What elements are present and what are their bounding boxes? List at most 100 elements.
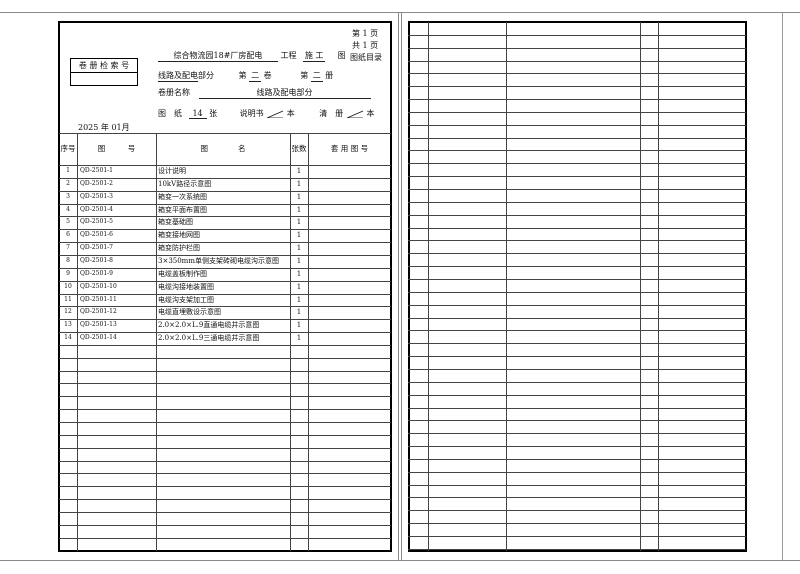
cell-name: 箱变接地网图: [158, 231, 200, 240]
row-line: [59, 178, 391, 179]
date: 2025 年 01月: [78, 123, 130, 132]
row-line: [408, 279, 746, 280]
cell-code: QD-2501-11: [80, 295, 117, 303]
counts-line: 图 纸 14 张 说明书 本 清 册 本: [158, 108, 374, 119]
volume-name: 线路及配电部分: [198, 87, 371, 99]
cell-code: QD-2501-12: [80, 308, 117, 316]
table-row: 9 QD-2501-9 电缆盖板制作图 1: [59, 268, 391, 281]
row-line: [59, 538, 391, 539]
column-header: 图 名: [200, 144, 246, 153]
row-line: [408, 176, 746, 177]
row-line: [408, 292, 746, 293]
table-row: 5 QD-2501-5 箱变基础图 1: [59, 216, 391, 229]
row-line: [408, 318, 746, 319]
index-table-right: [408, 21, 747, 552]
row-line: [408, 408, 746, 409]
row-line: [59, 396, 391, 397]
cell-sheets: 1: [296, 179, 302, 188]
column-header: 套 用 图 号: [330, 144, 369, 153]
drawings-label: 图 纸: [158, 109, 182, 118]
cell-name: 箱变基础图: [158, 218, 193, 227]
row-line: [408, 485, 746, 486]
row-line: [59, 435, 391, 436]
volume-no: 二: [249, 71, 262, 82]
row-line: [408, 99, 746, 100]
header-separator: [59, 133, 391, 134]
table-row: 3 QD-2501-3 箱变一次系统图 1: [59, 191, 391, 204]
cell-sheets: 1: [296, 295, 302, 304]
column-header-separator: [59, 165, 391, 166]
row-line: [59, 255, 391, 256]
row-line: [59, 358, 391, 359]
cell-name: 2.0×2.0×L.9直通电缆井示意图: [158, 321, 260, 330]
row-line: [408, 189, 746, 190]
drawings-unit: 张: [209, 109, 218, 118]
manual-unit: 本: [286, 109, 295, 118]
table-row: 12 QD-2501-12 电缆直埋敷设示意图 1: [59, 306, 391, 319]
cell-name: 箱变一次系统图: [158, 192, 207, 201]
row-line: [59, 473, 391, 474]
volume-prefix: 第: [238, 71, 247, 80]
row-line: [408, 240, 746, 241]
column-divider: [640, 22, 641, 551]
cell-no: 5: [66, 218, 70, 226]
page-number: 第 1 页: [352, 29, 379, 38]
row-line: [408, 356, 746, 357]
cell-sheets: 1: [296, 231, 302, 240]
cell-no: 2: [66, 179, 70, 187]
cell-no: 3: [66, 192, 70, 200]
cell-name: 箱变平面布置图: [158, 205, 207, 214]
cell-sheets: 1: [296, 334, 302, 343]
row-line: [408, 163, 746, 164]
cell-no: 14: [64, 334, 72, 342]
cell-no: 9: [66, 269, 70, 277]
row-line: [408, 112, 746, 113]
page-frame-top: [0, 12, 800, 13]
row-line: [59, 332, 391, 333]
cell-code: QD-2501-6: [80, 231, 113, 239]
cell-sheets: 1: [296, 192, 302, 201]
row-line: [59, 409, 391, 410]
table-row: 7 QD-2501-7 箱变防护栏图 1: [59, 242, 391, 255]
row-line: [408, 420, 746, 421]
list-unit: 本: [366, 109, 375, 118]
stage-suffix: 图: [337, 51, 346, 60]
cell-code: QD-2501-10: [80, 282, 117, 290]
table-row: 8 QD-2501-8 3×350mm单侧支架砖砌电缆沟示意图 1: [59, 255, 391, 268]
row-line: [408, 125, 746, 126]
cell-name: 电缆沟接地装置图: [158, 282, 214, 291]
table-row: 2 QD-2501-2 10kV路径示意图 1: [59, 178, 391, 191]
row-line: [408, 138, 746, 139]
part-name: 线路及配电: [158, 71, 198, 82]
row-line: [408, 343, 746, 344]
table-row: 6 QD-2501-6 箱变接地网图 1: [59, 229, 391, 242]
row-line: [408, 215, 746, 216]
row-line: [408, 497, 746, 498]
table-row: 14 QD-2501-14 2.0×2.0×L.9三通电缆井示意图 1: [59, 332, 391, 345]
row-line: [59, 461, 391, 462]
row-line: [408, 228, 746, 229]
row-line: [59, 191, 391, 192]
list-label: 清 册: [319, 109, 344, 118]
page-total: 共 1 页: [352, 41, 379, 50]
table-row: 4 QD-2501-4 箱变平面布置图 1: [59, 204, 391, 217]
cell-no: 4: [66, 205, 70, 213]
cell-name: 电缆直埋敷设示意图: [158, 308, 221, 317]
cell-sheets: 1: [296, 218, 302, 227]
cell-sheets: 1: [296, 308, 302, 317]
row-line: [59, 281, 391, 282]
cell-name: 3×350mm单侧支架砖砌电缆沟示意图: [158, 256, 279, 265]
retrieval-box: 卷 册 检 索 号: [70, 58, 138, 86]
slash-icon: [346, 110, 364, 118]
row-line: [59, 422, 391, 423]
row-line: [408, 536, 746, 537]
row-line: [59, 448, 391, 449]
cell-code: QD-2501-1: [80, 167, 113, 174]
row-line: [408, 35, 746, 36]
cell-code: QD-2501-13: [80, 321, 117, 329]
row-line: [408, 202, 746, 203]
project-suffix: 工程: [280, 51, 297, 60]
retrieval-label: 卷 册 检 索 号: [71, 59, 137, 73]
cell-code: QD-2501-4: [80, 205, 113, 213]
cell-sheets: 1: [296, 244, 302, 253]
